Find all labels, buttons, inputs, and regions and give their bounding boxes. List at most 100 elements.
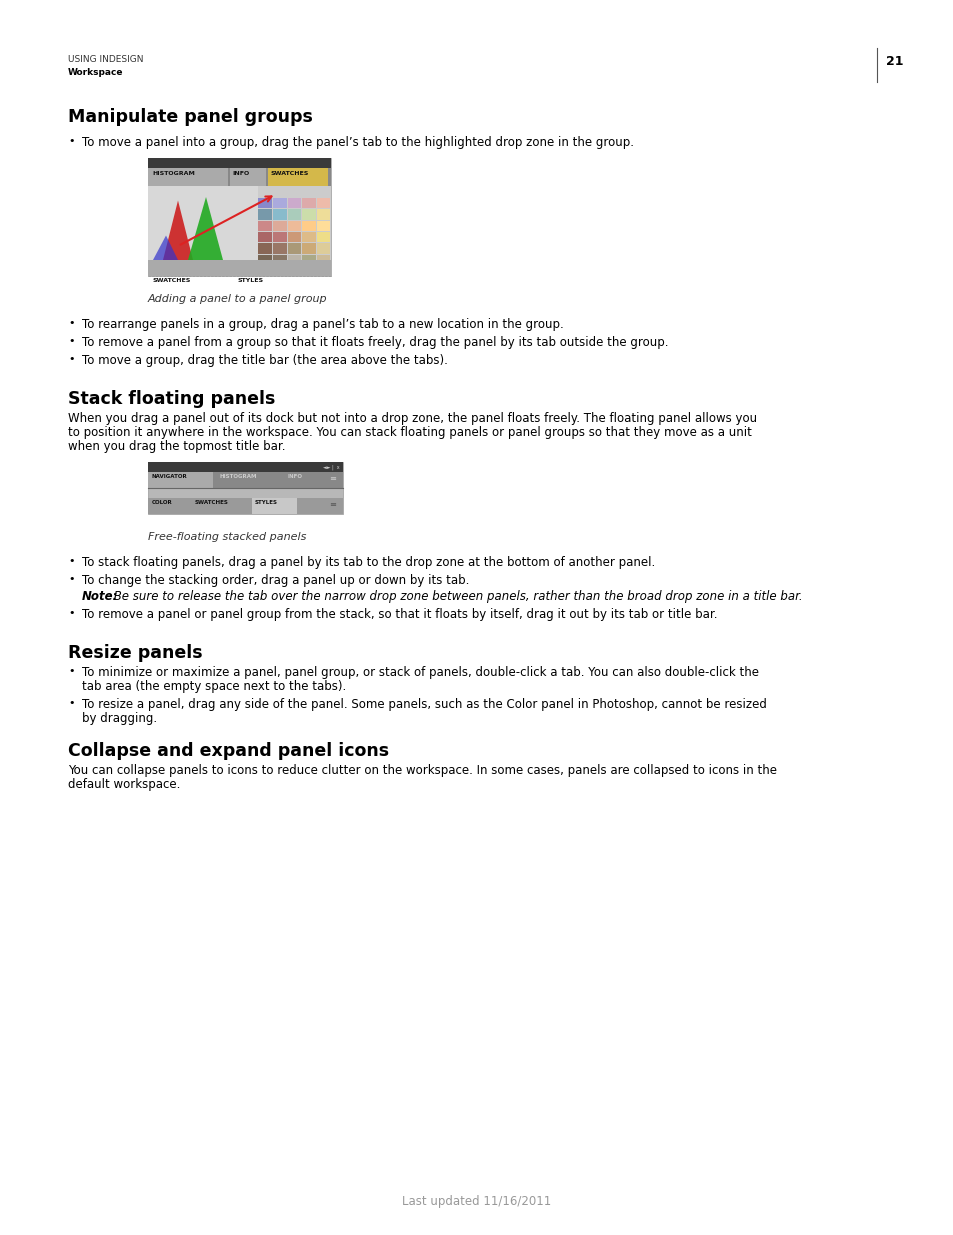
Text: •: • <box>68 556 74 566</box>
Text: HISTOGRAM: HISTOGRAM <box>220 474 257 479</box>
FancyBboxPatch shape <box>258 232 272 242</box>
Text: SWATCHES: SWATCHES <box>271 170 309 177</box>
FancyBboxPatch shape <box>302 198 315 209</box>
Text: USING INDESIGN: USING INDESIGN <box>68 56 143 64</box>
Text: tab area (the empty space next to the tabs).: tab area (the empty space next to the ta… <box>82 680 346 693</box>
Text: Collapse and expand panel icons: Collapse and expand panel icons <box>68 742 389 760</box>
Text: SWATCHES: SWATCHES <box>194 500 229 505</box>
FancyBboxPatch shape <box>273 243 287 254</box>
Text: To stack floating panels, drag a panel by its tab to the drop zone at the bottom: To stack floating panels, drag a panel b… <box>82 556 655 569</box>
FancyBboxPatch shape <box>273 209 287 220</box>
FancyBboxPatch shape <box>148 168 228 186</box>
FancyBboxPatch shape <box>148 168 331 186</box>
FancyBboxPatch shape <box>258 254 272 266</box>
Text: Manipulate panel groups: Manipulate panel groups <box>68 107 313 126</box>
FancyBboxPatch shape <box>302 221 315 231</box>
FancyBboxPatch shape <box>148 261 331 275</box>
Text: HISTOGRAM: HISTOGRAM <box>152 170 194 177</box>
Text: Resize panels: Resize panels <box>68 643 202 662</box>
FancyBboxPatch shape <box>258 221 272 231</box>
FancyBboxPatch shape <box>316 254 330 266</box>
Text: •: • <box>68 136 74 146</box>
FancyBboxPatch shape <box>288 209 301 220</box>
FancyBboxPatch shape <box>288 221 301 231</box>
Text: •: • <box>68 698 74 708</box>
FancyBboxPatch shape <box>268 168 328 186</box>
Text: To rearrange panels in a group, drag a panel’s tab to a new location in the grou: To rearrange panels in a group, drag a p… <box>82 317 563 331</box>
Text: Note:: Note: <box>82 590 118 603</box>
Text: To remove a panel or panel group from the stack, so that it floats by itself, dr: To remove a panel or panel group from th… <box>82 608 717 621</box>
FancyBboxPatch shape <box>148 498 343 514</box>
FancyBboxPatch shape <box>273 198 287 209</box>
Text: ◄► |  x: ◄► | x <box>323 464 339 469</box>
FancyBboxPatch shape <box>302 232 315 242</box>
Text: 21: 21 <box>885 56 902 68</box>
Text: •: • <box>68 666 74 676</box>
Text: Stack floating panels: Stack floating panels <box>68 390 275 408</box>
Text: by dragging.: by dragging. <box>82 713 157 725</box>
Text: To change the stacking order, drag a panel up or down by its tab.: To change the stacking order, drag a pan… <box>82 574 469 587</box>
FancyBboxPatch shape <box>148 498 190 514</box>
FancyBboxPatch shape <box>148 462 343 472</box>
Text: COLOR: COLOR <box>152 500 172 505</box>
Text: Be sure to release the tab over the narrow drop zone between panels, rather than: Be sure to release the tab over the narr… <box>110 590 801 603</box>
FancyBboxPatch shape <box>273 254 287 266</box>
Text: INFO: INFO <box>232 170 249 177</box>
FancyBboxPatch shape <box>288 254 301 266</box>
FancyBboxPatch shape <box>302 209 315 220</box>
Text: •: • <box>68 574 74 584</box>
Text: to position it anywhere in the workspace. You can stack floating panels or panel: to position it anywhere in the workspace… <box>68 426 751 438</box>
FancyBboxPatch shape <box>148 472 343 488</box>
FancyBboxPatch shape <box>302 254 315 266</box>
Text: default workspace.: default workspace. <box>68 778 180 790</box>
Text: STYLES: STYLES <box>254 500 277 505</box>
FancyBboxPatch shape <box>273 221 287 231</box>
Text: To remove a panel from a group so that it floats freely, drag the panel by its t: To remove a panel from a group so that i… <box>82 336 668 350</box>
FancyBboxPatch shape <box>148 186 257 261</box>
FancyBboxPatch shape <box>288 243 301 254</box>
Text: When you drag a panel out of its dock but not into a drop zone, the panel floats: When you drag a panel out of its dock bu… <box>68 412 757 425</box>
Polygon shape <box>152 236 178 261</box>
Text: •: • <box>68 354 74 364</box>
FancyBboxPatch shape <box>252 498 296 514</box>
FancyBboxPatch shape <box>316 232 330 242</box>
FancyBboxPatch shape <box>230 168 266 186</box>
Text: NAVIGATOR: NAVIGATOR <box>152 474 188 479</box>
FancyBboxPatch shape <box>316 209 330 220</box>
Polygon shape <box>188 198 223 261</box>
Text: Free-floating stacked panels: Free-floating stacked panels <box>148 532 306 542</box>
Text: To resize a panel, drag any side of the panel. Some panels, such as the Color pa: To resize a panel, drag any side of the … <box>82 698 766 711</box>
Text: SWATCHES: SWATCHES <box>152 278 192 283</box>
Text: To move a group, drag the title bar (the area above the tabs).: To move a group, drag the title bar (the… <box>82 354 447 367</box>
Text: Adding a panel to a panel group: Adding a panel to a panel group <box>148 294 327 304</box>
Text: To move a panel into a group, drag the panel’s tab to the highlighted drop zone : To move a panel into a group, drag the p… <box>82 136 634 149</box>
FancyBboxPatch shape <box>288 198 301 209</box>
FancyBboxPatch shape <box>258 209 272 220</box>
Text: INFO: INFO <box>288 474 303 479</box>
FancyBboxPatch shape <box>302 243 315 254</box>
Polygon shape <box>163 200 193 261</box>
FancyBboxPatch shape <box>288 232 301 242</box>
FancyBboxPatch shape <box>148 158 331 168</box>
FancyBboxPatch shape <box>148 472 213 488</box>
FancyBboxPatch shape <box>316 221 330 231</box>
Text: ≡: ≡ <box>329 474 335 483</box>
FancyBboxPatch shape <box>258 243 272 254</box>
Text: •: • <box>68 608 74 618</box>
Text: To minimize or maximize a panel, panel group, or stack of panels, double-click a: To minimize or maximize a panel, panel g… <box>82 666 759 679</box>
FancyBboxPatch shape <box>316 243 330 254</box>
FancyBboxPatch shape <box>316 198 330 209</box>
Text: when you drag the topmost title bar.: when you drag the topmost title bar. <box>68 440 285 453</box>
FancyBboxPatch shape <box>148 158 331 275</box>
Text: Last updated 11/16/2011: Last updated 11/16/2011 <box>402 1195 551 1208</box>
Text: •: • <box>68 336 74 346</box>
Text: You can collapse panels to icons to reduce clutter on the workspace. In some cas: You can collapse panels to icons to redu… <box>68 764 776 777</box>
FancyBboxPatch shape <box>258 198 272 209</box>
Text: •: • <box>68 317 74 329</box>
FancyBboxPatch shape <box>273 232 287 242</box>
FancyBboxPatch shape <box>257 186 331 261</box>
FancyBboxPatch shape <box>148 462 343 514</box>
Text: Workspace: Workspace <box>68 68 123 77</box>
Text: ≡: ≡ <box>329 500 335 509</box>
FancyBboxPatch shape <box>191 498 251 514</box>
